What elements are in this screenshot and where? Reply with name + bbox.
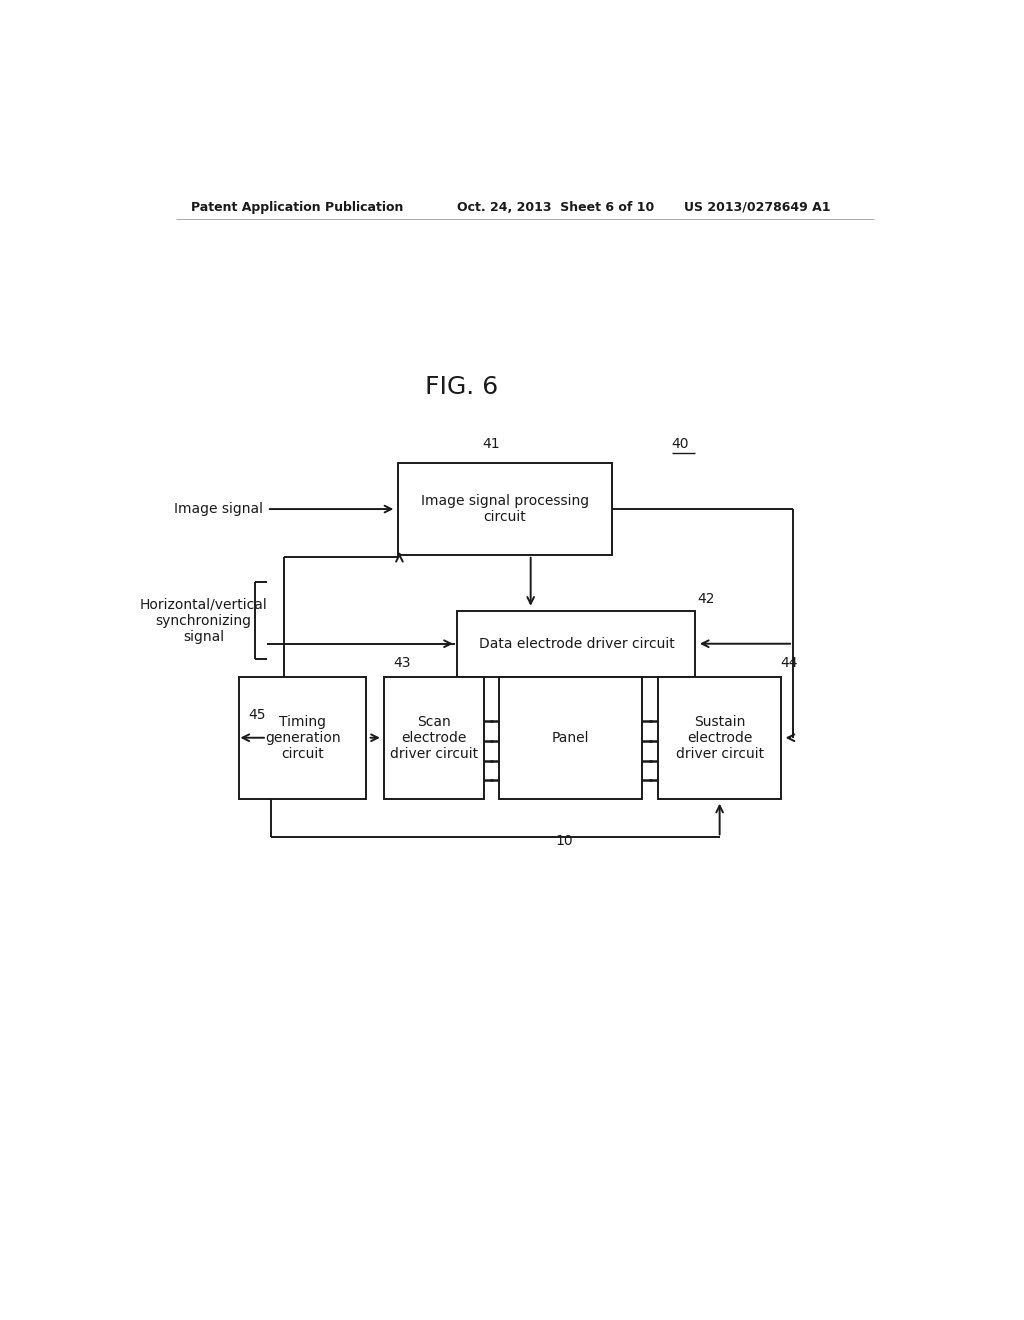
Bar <box>658 677 781 799</box>
Text: Panel: Panel <box>552 731 590 744</box>
Bar <box>397 463 612 554</box>
Text: Timing
generation
circuit: Timing generation circuit <box>265 714 340 760</box>
Text: Data electrode driver circuit: Data electrode driver circuit <box>478 636 674 651</box>
Text: 41: 41 <box>482 437 501 451</box>
Text: Oct. 24, 2013  Sheet 6 of 10: Oct. 24, 2013 Sheet 6 of 10 <box>458 201 654 214</box>
Text: FIG. 6: FIG. 6 <box>425 375 498 399</box>
Bar <box>240 677 367 799</box>
Text: 45: 45 <box>249 709 266 722</box>
Text: 10: 10 <box>556 834 573 849</box>
Text: Horizontal/vertical
synchronizing
signal: Horizontal/vertical synchronizing signal <box>139 598 267 644</box>
Text: Sustain
electrode
driver circuit: Sustain electrode driver circuit <box>676 714 764 760</box>
Text: Scan
electrode
driver circuit: Scan electrode driver circuit <box>390 714 478 760</box>
Text: Image signal processing
circuit: Image signal processing circuit <box>421 494 589 524</box>
Bar <box>384 677 483 799</box>
Text: US 2013/0278649 A1: US 2013/0278649 A1 <box>684 201 830 214</box>
Bar <box>500 677 642 799</box>
Text: 42: 42 <box>697 591 716 606</box>
Bar <box>458 611 695 677</box>
Text: Image signal: Image signal <box>174 502 263 516</box>
Text: 43: 43 <box>393 656 411 669</box>
Text: 44: 44 <box>780 656 798 669</box>
Text: Patent Application Publication: Patent Application Publication <box>191 201 403 214</box>
Text: 40: 40 <box>672 437 689 451</box>
